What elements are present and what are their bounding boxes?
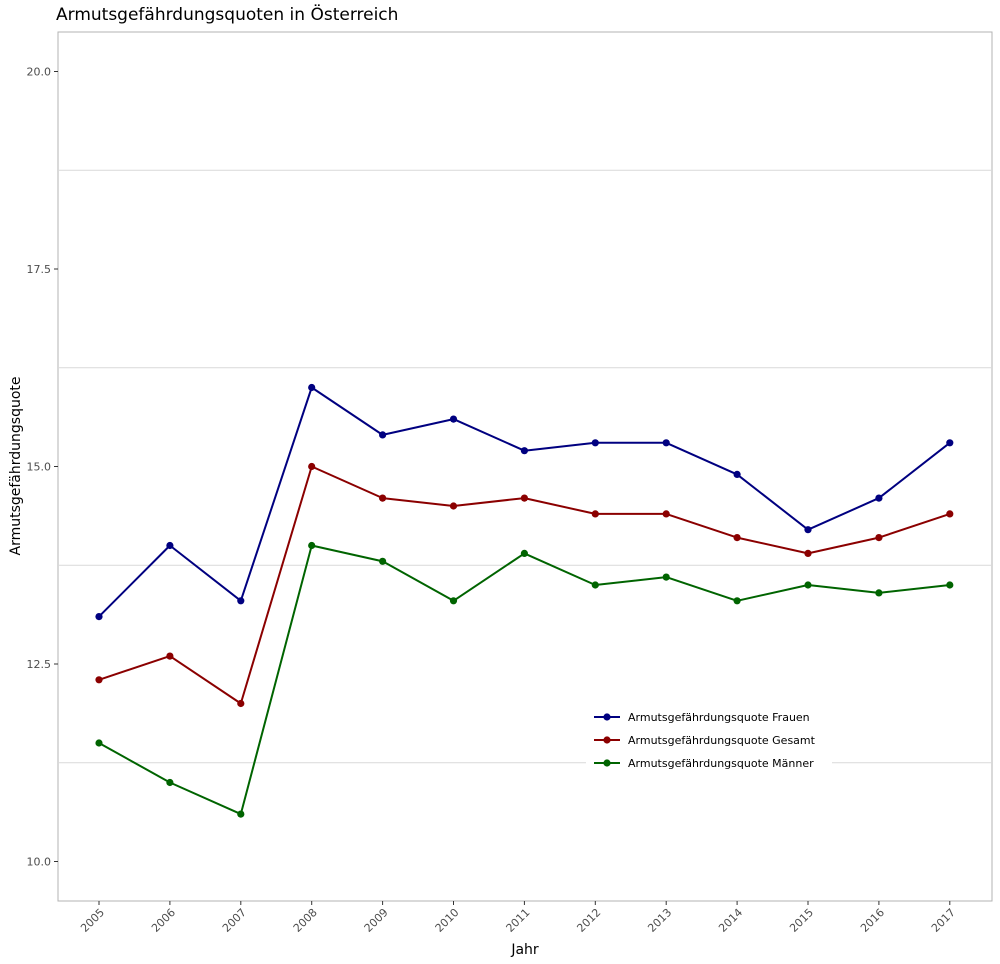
data-point [875, 589, 883, 597]
data-point [662, 439, 670, 447]
data-point [379, 494, 387, 502]
x-tick-label: 2017 [929, 906, 958, 935]
legend: Armutsgefährdungsquote Frauen Armutsgefäh… [586, 704, 832, 776]
x-axis: 2005 2006 2007 2008 2009 2010 2011 2012 2013 2014… [78, 901, 958, 935]
data-point [662, 510, 670, 518]
y-tick-label: 15.0 [27, 461, 52, 474]
y-axis: 10.0 12.5 15.0 17.5 20.0 [27, 66, 58, 869]
data-point [95, 739, 103, 747]
x-tick-label: 2005 [78, 906, 107, 935]
x-tick-label: 2015 [787, 906, 816, 935]
data-point [875, 534, 883, 542]
data-point [237, 597, 245, 605]
data-point [733, 534, 741, 542]
data-point [308, 383, 316, 392]
data-point [946, 581, 954, 589]
series-points [95, 383, 954, 818]
x-tick-label: 2006 [149, 906, 178, 935]
data-point [520, 447, 529, 455]
data-point [733, 597, 741, 605]
data-point [237, 699, 245, 708]
data-point [946, 439, 954, 447]
x-tick-label: 2009 [362, 906, 391, 935]
x-tick-label: 2007 [220, 906, 249, 935]
data-point [591, 581, 599, 589]
y-axis-title: Armutsgefährdungsquote [8, 376, 24, 555]
data-point [591, 510, 599, 518]
data-point [95, 613, 103, 621]
x-tick-label: 2012 [574, 906, 603, 935]
legend-label: Armutsgefährdungsquote Frauen [628, 711, 810, 724]
data-point [875, 494, 883, 502]
x-tick-label: 2014 [716, 906, 745, 935]
legend-key-point [603, 759, 611, 767]
data-point [804, 549, 812, 558]
x-tick-label: 2010 [433, 906, 462, 935]
y-tick-label: 17.5 [27, 263, 52, 276]
x-tick-label: 2008 [291, 906, 320, 935]
y-tick-label: 10.0 [27, 856, 52, 869]
legend-key-point [603, 713, 611, 721]
data-point [733, 470, 741, 478]
data-point [449, 415, 458, 423]
x-tick-label: 2011 [504, 906, 533, 935]
data-point [520, 549, 529, 558]
data-point [591, 439, 599, 447]
data-point [520, 494, 529, 502]
data-point [95, 676, 103, 684]
data-point [449, 597, 458, 605]
plot-panel [57, 31, 993, 902]
legend-background [586, 704, 832, 776]
data-point [166, 652, 174, 660]
data-point [379, 557, 387, 565]
data-point [166, 541, 174, 550]
data-point [804, 526, 812, 534]
data-point [166, 778, 174, 787]
data-point [449, 502, 458, 510]
data-point [379, 431, 387, 439]
y-tick-label: 12.5 [27, 658, 52, 671]
x-axis-title: Jahr [510, 942, 539, 958]
y-tick-label: 20.0 [27, 66, 52, 79]
data-point [804, 581, 812, 589]
data-point [308, 462, 316, 471]
data-point [946, 510, 954, 518]
x-tick-label: 2016 [858, 906, 887, 935]
legend-label: Armutsgefährdungsquote Gesamt [628, 734, 816, 747]
legend-key-point [603, 736, 611, 744]
legend-label: Armutsgefährdungsquote Männer [628, 757, 814, 770]
x-tick-label: 2013 [645, 906, 674, 935]
chart-title: Armutsgefährdungsquoten in Österreich [56, 5, 399, 25]
data-point [662, 573, 670, 581]
grid-minor [58, 169, 992, 764]
data-point [237, 810, 245, 818]
data-point [308, 541, 316, 550]
